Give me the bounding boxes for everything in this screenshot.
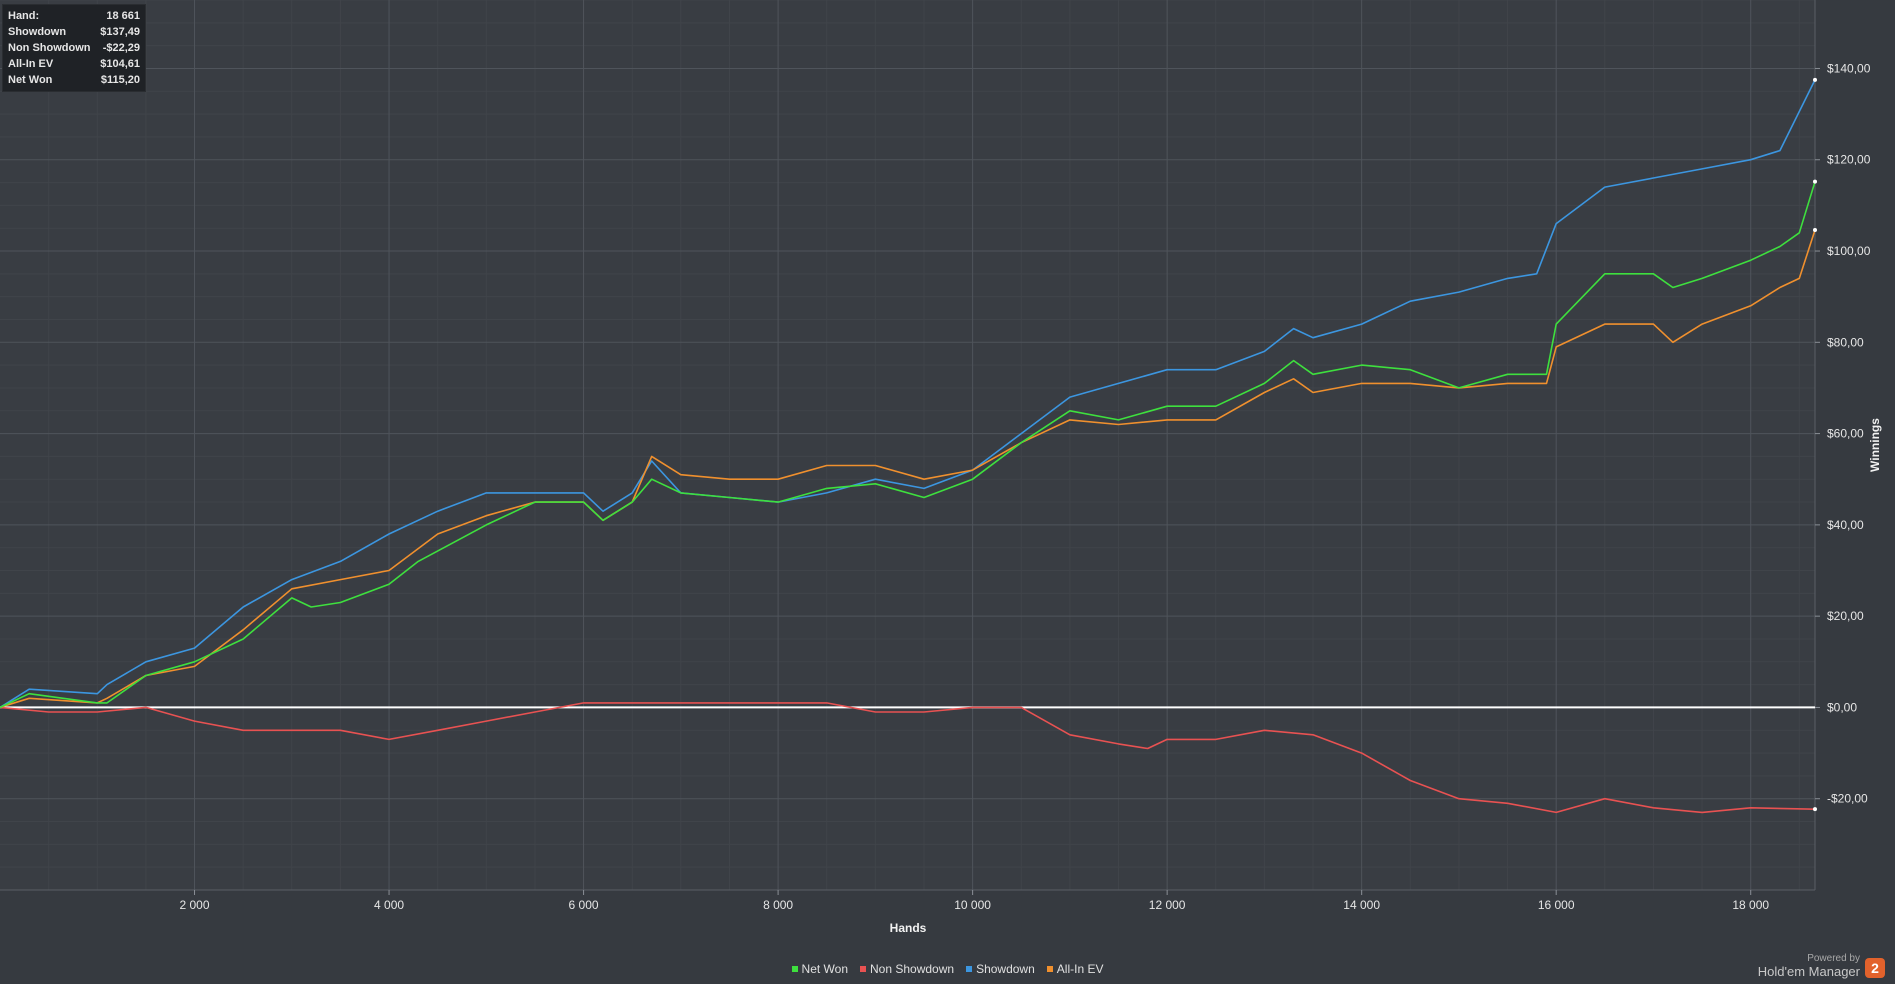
legend-item[interactable]: All-In EV [1046, 962, 1104, 976]
stat-label: All-In EV [8, 58, 54, 70]
x-tick-label: 18 000 [1732, 898, 1769, 912]
y-tick-label: $140,00 [1827, 61, 1871, 75]
y-tick-label: $0,00 [1827, 700, 1857, 714]
legend-swatch [791, 966, 798, 972]
legend-swatch [1046, 966, 1053, 972]
stat-value: $104,61 [100, 58, 140, 70]
series-end-point [1813, 179, 1817, 184]
x-tick-label: 16 000 [1538, 898, 1575, 912]
legend-label: Showdown [976, 962, 1035, 976]
x-axis-label: Hands [890, 921, 927, 935]
series-line-all-in-ev [0, 229, 1816, 709]
legend-item[interactable]: Non Showdown [860, 962, 954, 976]
stat-value: 18 661 [106, 10, 140, 22]
powered-by-text: Powered by [1807, 953, 1860, 964]
x-tick-label: 6 000 [569, 898, 599, 912]
chart-legend: Net Won Non Showdown Showdown All-In EV [0, 962, 1895, 976]
y-tick-label: $60,00 [1827, 427, 1864, 441]
y-axis-label: Winnings [1868, 418, 1882, 472]
legend-label: Non Showdown [870, 962, 955, 976]
legend-item[interactable]: Net Won [791, 962, 848, 976]
series-end-point [1813, 807, 1817, 812]
x-tick-label: 2 000 [180, 898, 210, 912]
stat-label: Showdown [8, 26, 67, 38]
series-lines [0, 77, 1817, 814]
y-tick-label: -$20,00 [1827, 792, 1868, 806]
series-end-point [1813, 227, 1817, 232]
summary-stats-panel: Hand: 18 661 Showdown $137,49 Non Showdown -$… [2, 4, 146, 92]
legend-label: All-In EV [1056, 962, 1104, 976]
x-axis-ticks: 2 000 4 000 6 000 8 000 10 000 12 000 14 000 16… [180, 890, 1769, 912]
stat-value: $115,20 [100, 74, 140, 86]
stat-row: All-In EV $104,61 [3, 56, 145, 72]
series-end-point [1813, 77, 1817, 82]
brand-badge: Powered by Hold'em Manager 2 [1758, 952, 1885, 978]
legend-item[interactable]: Showdown [966, 962, 1035, 976]
hem-logo-icon: 2 [1865, 958, 1885, 978]
stat-row: Showdown $137,49 [3, 24, 145, 40]
x-tick-label: 8 000 [763, 898, 793, 912]
grid-lines [0, 0, 1816, 891]
y-tick-label: $100,00 [1827, 244, 1871, 258]
stat-label: Non Showdown [8, 42, 91, 54]
x-tick-label: 10 000 [954, 898, 991, 912]
y-tick-label: $120,00 [1827, 153, 1871, 167]
stat-row: Hand: 18 661 [3, 8, 145, 24]
stat-label: Net Won [8, 74, 53, 86]
series-line-net-won [0, 181, 1816, 709]
x-tick-label: 14 000 [1343, 898, 1380, 912]
legend-swatch [860, 966, 866, 972]
x-tick-label: 4 000 [374, 898, 404, 912]
stat-row: Non Showdown -$22,29 [3, 40, 145, 56]
y-tick-label: $20,00 [1827, 609, 1864, 623]
x-tick-label: 12 000 [1149, 898, 1186, 912]
stat-value: $137,49 [100, 26, 140, 38]
y-tick-label: $40,00 [1827, 518, 1864, 532]
y-axis-ticks: -$20,00 $0,00 $20,00 $40,00 $60,00 $80,00 $100… [1815, 61, 1871, 806]
stat-label: Hand: [8, 10, 40, 22]
series-line-showdown [0, 79, 1816, 709]
y-tick-label: $80,00 [1827, 335, 1864, 349]
legend-swatch [966, 966, 973, 972]
stat-value: -$22,29 [102, 42, 140, 54]
brand-name: Hold'em Manager [1757, 964, 1860, 979]
series-line-non-showdown [0, 702, 1816, 814]
stat-row: Net Won $115,20 [3, 72, 145, 88]
plot-area [0, 0, 1815, 890]
legend-label: Net Won [801, 962, 848, 976]
